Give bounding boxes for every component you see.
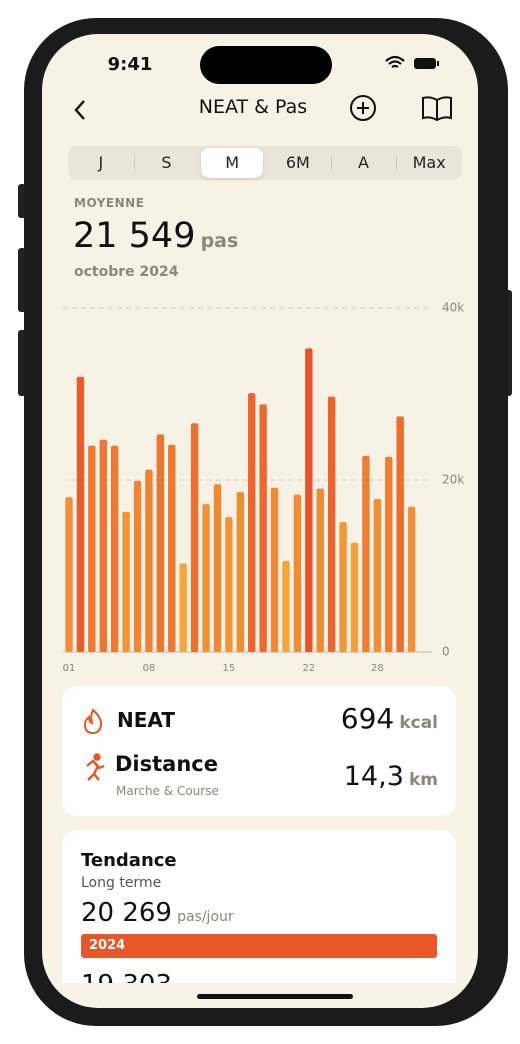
- bar: [202, 504, 210, 652]
- dynamic-island: [200, 46, 332, 84]
- status-icons: [385, 55, 439, 69]
- tab-separator: [396, 155, 398, 171]
- summary-unit: pas: [200, 230, 239, 252]
- bar: [179, 563, 187, 652]
- bar: [259, 404, 267, 652]
- x-tick-label: 01: [63, 663, 76, 674]
- summary-value: 21 549: [73, 216, 196, 256]
- bar: [407, 506, 416, 652]
- bar: [373, 498, 382, 652]
- y-tick-label: 40k: [442, 301, 464, 315]
- trend-value-row: 20 269 pas/jour: [81, 898, 234, 928]
- trend-bar: 2024: [81, 934, 437, 958]
- trend-title: Tendance: [81, 850, 177, 871]
- bar: [339, 522, 347, 652]
- home-indicator: [197, 994, 353, 999]
- tab[interactable]: J: [98, 153, 104, 172]
- metric-value: 14,3: [343, 761, 404, 792]
- tab[interactable]: M: [201, 148, 263, 178]
- bar: [225, 516, 233, 652]
- nav-icons: [74, 95, 452, 122]
- y-tick-label: 0: [442, 645, 450, 659]
- side-button: [18, 248, 26, 312]
- bar: [168, 444, 176, 652]
- x-tick-label: 22: [302, 663, 315, 674]
- bar: [190, 423, 199, 652]
- trend-value: 20 269: [81, 898, 172, 928]
- tab-separator: [330, 155, 332, 171]
- bar: [133, 480, 142, 652]
- tab-separator: [133, 155, 135, 171]
- side-button: [504, 290, 512, 396]
- bar: [145, 469, 153, 652]
- trend-unit: pas/jour: [177, 909, 234, 925]
- tab[interactable]: A: [358, 153, 369, 172]
- chart: 0 20k 40k 01 08 15 22 28: [63, 301, 465, 675]
- bar: [282, 560, 290, 652]
- metric-value-row: 14,3 km: [344, 761, 438, 792]
- tab[interactable]: 6M: [285, 153, 310, 172]
- trend-bar-label: 2024: [89, 938, 126, 953]
- bar: [236, 492, 244, 652]
- metric-name: NEAT: [117, 708, 175, 732]
- bar: [305, 348, 313, 652]
- segmented-control: J S M 6M A Max: [68, 146, 462, 180]
- bar: [213, 484, 222, 652]
- bar: [396, 416, 404, 652]
- metrics-card[interactable]: NEAT 694 kcal Distance Marche & Course 1…: [62, 686, 456, 816]
- x-tick-label: 08: [143, 663, 156, 674]
- bar: [156, 434, 165, 652]
- nav-title: NEAT & Pas: [198, 96, 308, 118]
- bar: [122, 511, 130, 652]
- metric-icons: [83, 708, 105, 781]
- side-button: [18, 184, 26, 218]
- summary-label: MOYENNE: [74, 196, 145, 210]
- bar: [248, 393, 256, 652]
- bar: [110, 445, 119, 652]
- back-button[interactable]: [74, 100, 85, 120]
- bar: [293, 494, 302, 652]
- metric-subtitle: Marche & Course: [116, 784, 219, 798]
- metric-value: 694: [340, 702, 395, 735]
- y-tick-label: 20k: [442, 473, 464, 487]
- status-time: 9:41: [107, 54, 153, 75]
- side-button: [18, 330, 26, 396]
- metric-value-row: 694 kcal: [341, 702, 438, 735]
- metric-unit: kcal: [399, 713, 438, 733]
- bar: [270, 487, 279, 652]
- trend-next-value: 19 303: [81, 970, 172, 983]
- metric-unit: km: [408, 770, 438, 790]
- tab[interactable]: S: [161, 153, 172, 172]
- bar: [88, 445, 96, 652]
- tab[interactable]: Max: [412, 153, 446, 172]
- summary-value-row: 21 549 pas: [73, 216, 238, 256]
- bar: [350, 542, 359, 652]
- trend-card[interactable]: Tendance Long terme 20 269 pas/jour 2024…: [62, 830, 456, 983]
- bar: [362, 455, 370, 652]
- trend-subtitle: Long terme: [81, 875, 162, 891]
- bar: [316, 488, 324, 652]
- book-button[interactable]: [422, 96, 452, 122]
- x-tick-label: 15: [223, 663, 236, 674]
- bar: [65, 497, 73, 652]
- bar: [385, 456, 393, 652]
- x-tick-label: 28: [371, 663, 384, 674]
- metric-name: Distance: [115, 752, 218, 776]
- bar: [327, 396, 336, 652]
- add-button[interactable]: [350, 95, 376, 121]
- bar: [76, 376, 85, 652]
- summary-period: octobre 2024: [74, 264, 179, 280]
- bar: [99, 439, 107, 652]
